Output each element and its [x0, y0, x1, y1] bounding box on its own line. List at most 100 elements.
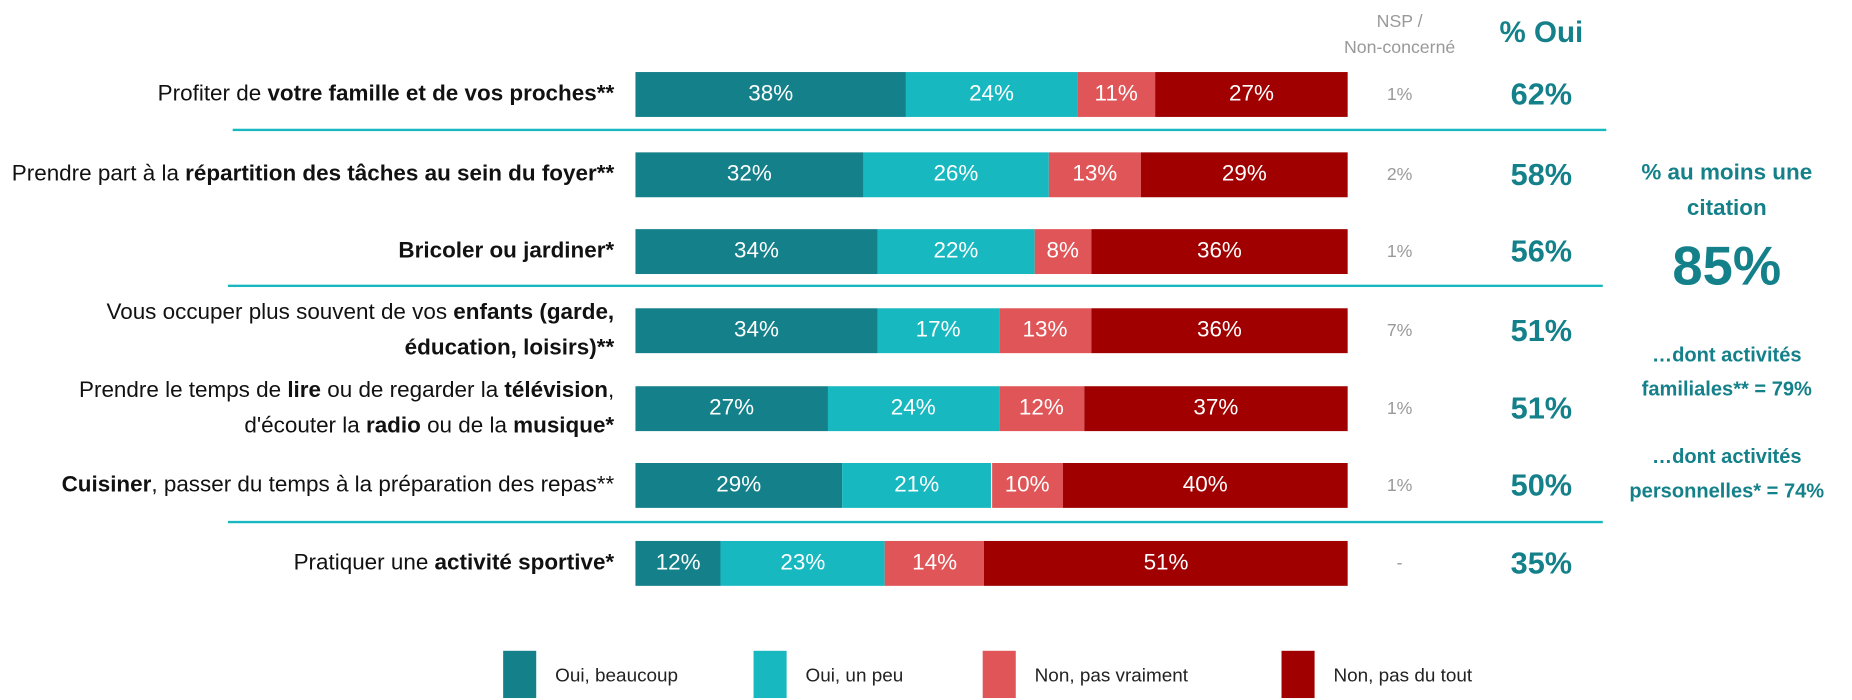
category-label-part: lire: [287, 377, 322, 403]
bar-value-label: 26%: [933, 161, 979, 187]
bar-segment: 22%: [877, 229, 1035, 275]
bar-value-label: 29%: [716, 472, 762, 498]
bar-value-label: 10%: [1004, 472, 1050, 498]
nsp-value: 1%: [1386, 84, 1413, 105]
category-label-part: radio: [365, 413, 421, 439]
bar-segment: 11%: [1077, 72, 1156, 117]
bar-value-label: 34%: [734, 317, 779, 343]
bar-value-label: 24%: [969, 81, 1014, 107]
bar-segment: 26%: [863, 152, 1049, 198]
bar-segment: 37%: [1084, 386, 1348, 432]
bar-segment: 27%: [635, 386, 828, 432]
side-note: …dont activités familiales** = 79%: [1641, 343, 1812, 401]
category-label: Prendre part à la répartition des tâches…: [0, 157, 614, 192]
bar-segment: 38%: [635, 72, 907, 117]
bar-value-label: 11%: [1094, 81, 1138, 107]
bar-segment: 36%: [1091, 308, 1348, 354]
category-label-part: musique*: [513, 413, 615, 439]
bar-value-label: 12%: [655, 550, 701, 576]
bar-value-label: 29%: [1221, 161, 1267, 187]
category-label-part: enfants (garde, éducation, loisirs)**: [404, 300, 615, 361]
nsp-value: 1%: [1386, 398, 1413, 419]
bar-segment: 17%: [877, 308, 999, 354]
legend-label: Non, pas vraiment: [1034, 666, 1189, 687]
bar-segment: 12%: [635, 540, 721, 586]
legend-swatch: [503, 650, 537, 699]
separator: [227, 284, 1603, 287]
side-note: …dont activités personnelles* = 74%: [1629, 445, 1825, 502]
legend-swatch: [1281, 650, 1315, 699]
separator: [227, 520, 1603, 523]
category-label-part: Vous occuper plus souvent de vos: [106, 300, 454, 325]
bar-segment: 12%: [998, 386, 1085, 432]
bar-value-label: 13%: [1072, 161, 1118, 187]
category-label-part: , d'écouter la: [244, 377, 615, 439]
bar-value-label: 13%: [1022, 317, 1068, 343]
bar-value-label: 40%: [1182, 472, 1228, 498]
legend-label: Oui, un peu: [805, 666, 904, 687]
bar-segment: 29%: [635, 462, 842, 508]
legend-swatch: [982, 650, 1016, 699]
category-label: Cuisiner, passer du temps à la préparati…: [0, 468, 615, 503]
oui-header: % Oui: [1499, 15, 1584, 50]
oui-value: 51%: [1510, 390, 1573, 426]
nsp-header: NSP / Non-concerné: [1305, 9, 1494, 61]
bar-value-label: 24%: [890, 395, 936, 421]
oui-value: 58%: [1510, 156, 1573, 192]
bar-segment: 21%: [841, 462, 992, 508]
side-title: % au moins une citation: [1641, 160, 1813, 221]
bar-value-label: 17%: [915, 317, 961, 343]
category-label-part: ou de la: [420, 413, 514, 439]
bar-value-label: 36%: [1196, 317, 1242, 343]
nsp-header-line: NSP /: [1376, 11, 1423, 32]
bar-value-label: 22%: [933, 238, 979, 264]
bar-segment: 29%: [1141, 152, 1348, 198]
bar-value-label: 21%: [894, 472, 940, 498]
nsp-header-line: Non-concerné: [1343, 37, 1456, 58]
category-label-part: , passer du temps à la préparation des r…: [151, 472, 615, 498]
category-label-part: Pratiquer une: [293, 550, 435, 576]
bar-value-label: 27%: [1229, 81, 1274, 107]
category-label-part: répartition des tâches au sein du foyer*…: [185, 161, 615, 187]
category-label-part: votre famille et de vos proches**: [267, 81, 615, 107]
nsp-value: 1%: [1386, 475, 1413, 496]
category-label-part: Prendre part à la: [11, 161, 186, 187]
bar-value-label: 37%: [1193, 395, 1239, 421]
bar-segment: 34%: [635, 308, 878, 354]
bar-value-label: 12%: [1018, 395, 1064, 421]
legend-swatch: [753, 650, 787, 699]
category-label-part: Prendre le temps de: [79, 377, 288, 403]
bar-segment: 13%: [1048, 152, 1142, 198]
bar-segment: 27%: [1155, 72, 1348, 117]
legend-label: Oui, beaucoup: [555, 666, 679, 687]
bar-value-label: 51%: [1143, 550, 1189, 576]
bar-value-label: 38%: [748, 81, 794, 107]
category-label: Prendre le temps de lire ou de regarder …: [0, 373, 614, 444]
separator: [232, 128, 1607, 131]
bar-segment: 24%: [906, 72, 1077, 117]
oui-value: 50%: [1510, 467, 1573, 503]
side-value: 85%: [1672, 235, 1782, 297]
bar-value-label: 8%: [1046, 238, 1079, 264]
oui-value: 56%: [1510, 233, 1573, 269]
oui-value: 35%: [1510, 545, 1573, 581]
category-label-part: Bricoler ou jardiner*: [398, 238, 615, 264]
category-label: Bricoler ou jardiner*: [0, 234, 614, 269]
category-label-part: Cuisiner: [61, 472, 152, 498]
bar-segment: 8%: [1034, 229, 1092, 275]
bar-segment: 10%: [991, 462, 1063, 508]
bar-value-label: 36%: [1196, 238, 1242, 264]
bar-segment: 23%: [720, 540, 885, 586]
bar-segment: 40%: [1062, 462, 1348, 508]
bar-value-label: 32%: [726, 161, 772, 187]
bar-value-label: 23%: [780, 550, 826, 576]
bar-segment: 36%: [1091, 229, 1348, 275]
category-label-part: activité sportive*: [434, 550, 615, 576]
bar-segment: 51%: [984, 540, 1348, 586]
nsp-value: 7%: [1386, 320, 1413, 341]
bar-segment: 34%: [635, 229, 878, 275]
nsp-value: 2%: [1386, 164, 1413, 185]
bar-segment: 13%: [998, 308, 1092, 354]
oui-value: 51%: [1510, 312, 1573, 348]
